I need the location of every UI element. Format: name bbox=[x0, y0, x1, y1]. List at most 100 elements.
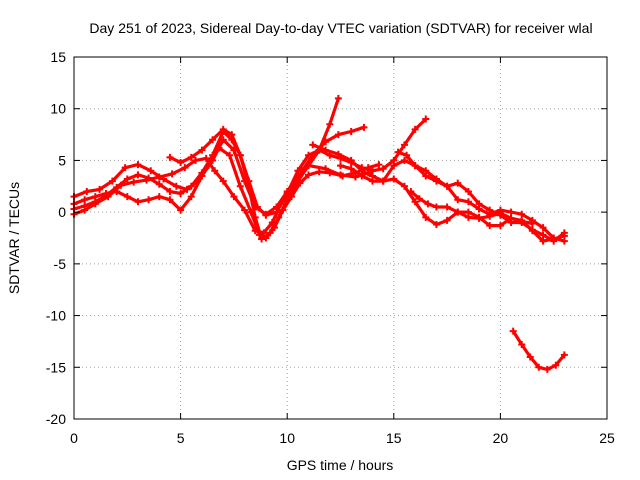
data-point bbox=[400, 182, 408, 190]
y-axis-label: SDTVAR / TECUs bbox=[6, 182, 22, 294]
data-point bbox=[443, 182, 451, 190]
data-point bbox=[518, 217, 526, 225]
data-point bbox=[315, 168, 323, 176]
data-point bbox=[202, 154, 210, 162]
data-point bbox=[228, 131, 236, 139]
data-point bbox=[390, 175, 398, 183]
data-point bbox=[411, 125, 419, 133]
data-point bbox=[539, 224, 547, 232]
data-point bbox=[91, 200, 99, 208]
grid-lines bbox=[74, 57, 607, 419]
data-point bbox=[528, 226, 536, 234]
data-point bbox=[219, 136, 227, 144]
data-point bbox=[241, 206, 249, 214]
data-point bbox=[464, 187, 472, 195]
data-point bbox=[258, 235, 266, 243]
data-point bbox=[226, 151, 234, 159]
data-point bbox=[407, 187, 415, 195]
series-arc10-points bbox=[509, 327, 568, 373]
y-tick-label: -10 bbox=[46, 308, 66, 324]
data-point bbox=[322, 146, 330, 154]
data-point bbox=[528, 220, 536, 228]
data-point bbox=[187, 182, 195, 190]
data-point bbox=[422, 167, 430, 175]
data-point bbox=[351, 173, 359, 181]
y-tick-label: 10 bbox=[50, 101, 66, 117]
data-point bbox=[454, 179, 462, 187]
data-point bbox=[394, 148, 402, 156]
data-point bbox=[155, 173, 163, 181]
data-point bbox=[526, 353, 534, 361]
data-point bbox=[400, 141, 408, 149]
data-point bbox=[443, 203, 451, 211]
data-point bbox=[187, 153, 195, 161]
data-point bbox=[347, 156, 355, 164]
data-point bbox=[294, 167, 302, 175]
data-point bbox=[236, 151, 244, 159]
x-tick-label: 15 bbox=[386, 430, 402, 446]
data-point bbox=[509, 327, 517, 335]
data-point bbox=[400, 156, 408, 164]
data-point bbox=[518, 210, 526, 218]
data-point bbox=[236, 182, 244, 190]
data-point bbox=[192, 156, 200, 164]
data-point bbox=[209, 136, 217, 144]
data-point bbox=[245, 177, 253, 185]
data-point bbox=[507, 208, 515, 216]
data-point bbox=[415, 195, 423, 203]
data-point bbox=[219, 125, 227, 133]
data-point bbox=[260, 229, 268, 237]
data-point bbox=[230, 193, 238, 201]
data-point bbox=[454, 196, 462, 204]
y-tick-label: -5 bbox=[54, 256, 67, 272]
data-point bbox=[464, 213, 472, 221]
x-tick-labels: 0 5 10 15 20 25 bbox=[70, 430, 615, 446]
data-point bbox=[560, 229, 568, 237]
data-series bbox=[70, 94, 568, 373]
data-point bbox=[96, 185, 104, 193]
data-point bbox=[209, 156, 217, 164]
data-point bbox=[123, 193, 131, 201]
data-point bbox=[168, 170, 176, 178]
data-point bbox=[251, 227, 259, 235]
data-point bbox=[560, 237, 568, 245]
data-point bbox=[177, 158, 185, 166]
x-tick-label: 10 bbox=[279, 430, 295, 446]
data-point bbox=[230, 146, 238, 154]
data-point bbox=[486, 222, 494, 230]
data-point bbox=[432, 221, 440, 229]
data-point bbox=[360, 123, 368, 131]
data-point bbox=[108, 177, 116, 185]
data-point bbox=[535, 363, 543, 371]
data-point bbox=[145, 196, 153, 204]
data-point bbox=[496, 209, 504, 217]
data-point bbox=[305, 151, 313, 159]
data-point bbox=[117, 181, 125, 189]
data-point bbox=[475, 214, 483, 222]
data-point bbox=[123, 175, 131, 183]
data-point bbox=[81, 196, 89, 204]
data-point bbox=[253, 203, 261, 211]
data-point bbox=[443, 216, 451, 224]
data-point bbox=[81, 206, 89, 214]
data-point bbox=[403, 151, 411, 159]
data-point bbox=[337, 162, 344, 170]
data-point bbox=[198, 172, 206, 180]
series-arc5-points bbox=[166, 115, 430, 219]
data-point bbox=[322, 138, 330, 146]
x-axis-label: GPS time / hours bbox=[287, 457, 394, 473]
data-point bbox=[268, 218, 276, 226]
data-point bbox=[539, 237, 547, 245]
data-point bbox=[379, 165, 387, 173]
data-point bbox=[347, 165, 355, 173]
axis-ticks bbox=[73, 56, 608, 420]
data-point bbox=[166, 153, 174, 161]
data-point bbox=[496, 222, 504, 230]
series-arc8 bbox=[396, 150, 566, 243]
data-point bbox=[390, 162, 398, 170]
data-point bbox=[121, 164, 129, 172]
data-point bbox=[358, 172, 366, 180]
data-point bbox=[475, 205, 483, 213]
y-tick-label: -20 bbox=[46, 411, 66, 427]
x-tick-label: 25 bbox=[599, 430, 615, 446]
